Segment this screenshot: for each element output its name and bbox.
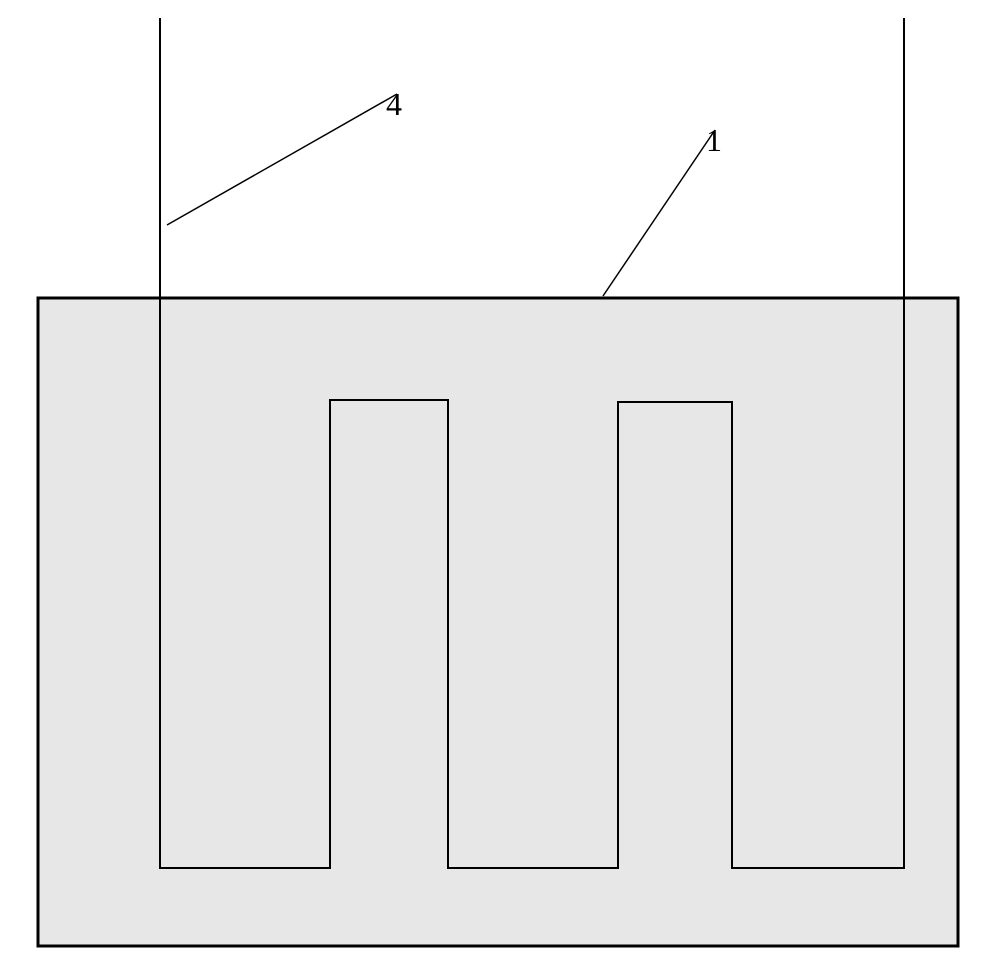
leader-line-4 (167, 94, 397, 225)
main-box (38, 298, 958, 946)
label-4: 4 (386, 86, 402, 123)
diagram-canvas (0, 0, 1000, 967)
label-1: 1 (706, 122, 722, 159)
leader-line-1 (603, 130, 715, 296)
